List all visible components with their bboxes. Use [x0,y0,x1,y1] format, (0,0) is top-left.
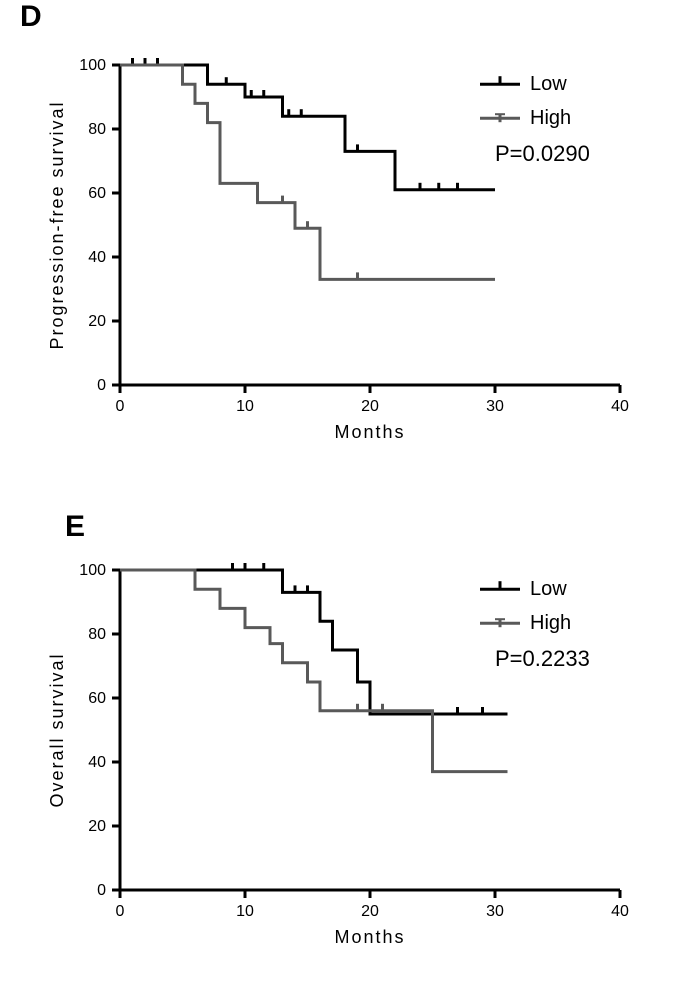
svg-text:P=0.0290: P=0.0290 [495,141,590,166]
svg-text:20: 20 [88,313,106,330]
svg-text:0: 0 [116,398,125,415]
svg-text:20: 20 [361,903,379,920]
svg-text:40: 40 [88,249,106,266]
svg-text:P=0.2233: P=0.2233 [495,646,590,671]
figure-page: D 010203040020406080100MonthsProgression… [0,0,682,1000]
svg-text:10: 10 [236,903,254,920]
svg-text:0: 0 [97,882,106,899]
svg-text:40: 40 [611,903,629,920]
svg-text:High: High [530,107,571,129]
svg-text:Months: Months [334,927,405,947]
svg-text:Months: Months [334,422,405,442]
panel-d-label: D [20,0,42,34]
svg-text:80: 80 [88,626,106,643]
svg-text:40: 40 [88,754,106,771]
svg-text:30: 30 [486,903,504,920]
svg-text:Low: Low [530,578,567,600]
svg-text:60: 60 [88,185,106,202]
svg-text:High: High [530,612,571,634]
svg-text:30: 30 [486,398,504,415]
svg-text:20: 20 [361,398,379,415]
svg-text:Low: Low [530,73,567,95]
svg-text:Progression-free survival: Progression-free survival [47,100,67,349]
panel-e-label: E [65,510,85,544]
svg-text:100: 100 [79,562,106,579]
panel-d-chart: 0 10 20 30 40 0 20 40 60 80 100 Months Progression-f… [45,50,635,450]
svg-text:0: 0 [116,903,125,920]
svg-text:100: 100 [79,57,106,74]
svg-text:10: 10 [236,398,254,415]
svg-text:80: 80 [88,121,106,138]
svg-text:0: 0 [97,377,106,394]
svg-text:20: 20 [88,818,106,835]
svg-text:40: 40 [611,398,629,415]
svg-text:Overall survival: Overall survival [47,652,67,807]
panel-e-chart: 0 10 20 30 40 0 20 40 60 80 100 Months Overall survi… [45,555,635,955]
svg-text:60: 60 [88,690,106,707]
